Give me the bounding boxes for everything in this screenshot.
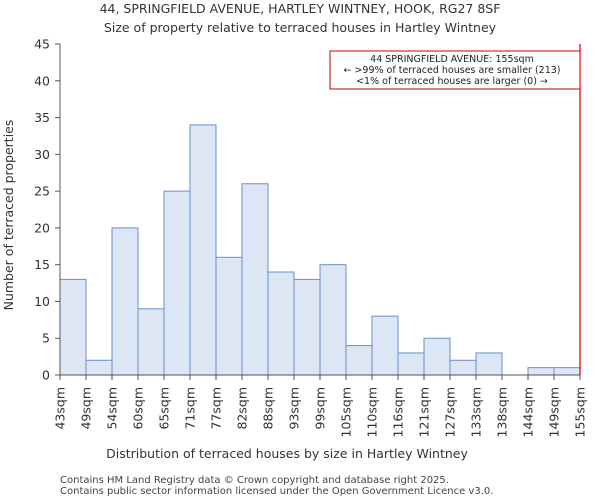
x-tick-label: 88sqm <box>261 387 276 430</box>
bar-54sqm <box>111 227 139 376</box>
y-tick-label: 45 <box>34 37 50 52</box>
x-tick-label: 155sqm <box>573 387 588 437</box>
x-tick-label: 149sqm <box>547 387 562 437</box>
bar-121sqm <box>423 337 451 376</box>
y-tick-label: 30 <box>34 147 50 162</box>
x-tick-label: 144sqm <box>521 387 536 437</box>
x-tick-label: 60sqm <box>131 387 146 430</box>
x-tick-label: 71sqm <box>183 387 198 430</box>
x-axis-title: Distribution of terraced houses by size … <box>106 446 468 461</box>
x-tick-label: 54sqm <box>105 387 120 430</box>
x-tick-label: 49sqm <box>79 387 94 430</box>
y-tick-label: 0 <box>42 368 50 383</box>
bar-65sqm <box>163 190 191 376</box>
bar-77sqm <box>215 256 243 376</box>
annotation-line-2: ← >99% of terraced houses are smaller (2… <box>343 65 560 76</box>
y-tick-label: 35 <box>34 110 50 125</box>
x-tick-label: 121sqm <box>417 387 432 437</box>
bar-116sqm <box>397 352 425 376</box>
y-axis-title: Number of terraced properties <box>1 120 16 311</box>
x-tick-label: 105sqm <box>339 387 354 437</box>
bar-88sqm <box>267 271 295 376</box>
annotation-line-1: 44 SPRINGFIELD AVENUE: 155sqm <box>370 54 534 65</box>
y-ticks-group: 0 5 10 15 20 25 30 35 40 45 <box>34 37 60 383</box>
bar-149sqm <box>553 367 581 376</box>
chart-title: 44, SPRINGFIELD AVENUE, HARTLEY WINTNEY,… <box>100 1 501 16</box>
bar-60sqm <box>137 308 165 376</box>
y-tick-label: 5 <box>42 331 50 346</box>
footer-line-2: Contains public sector information licen… <box>60 486 493 497</box>
bar-105sqm <box>345 345 373 376</box>
y-tick-label: 10 <box>34 294 50 309</box>
y-tick-label: 40 <box>34 73 50 88</box>
x-tick-label: 65sqm <box>157 387 172 430</box>
x-ticks-group: 43sqm 49sqm 54sqm 60sqm 65sqm 71sqm 77sqm 82sqm… <box>53 375 588 437</box>
bar-127sqm <box>449 359 477 376</box>
chart-subtitle: Size of property relative to terraced ho… <box>104 20 497 35</box>
bars-group <box>59 124 581 376</box>
bar-93sqm <box>293 278 321 376</box>
footer-line-1: Contains HM Land Registry data © Crown c… <box>60 475 449 486</box>
bar-133sqm <box>475 352 503 376</box>
bar-49sqm <box>85 359 113 376</box>
x-tick-label: 138sqm <box>495 387 510 437</box>
bar-110sqm <box>371 315 399 376</box>
bar-82sqm <box>241 183 269 376</box>
x-tick-label: 77sqm <box>209 387 224 430</box>
x-tick-label: 116sqm <box>391 387 406 437</box>
y-tick-label: 25 <box>34 184 50 199</box>
x-tick-label: 93sqm <box>287 387 302 430</box>
bar-71sqm <box>189 124 217 376</box>
bar-43sqm <box>59 278 87 376</box>
x-tick-label: 133sqm <box>469 387 484 437</box>
y-tick-label: 20 <box>34 220 50 235</box>
annotation-box <box>329 50 581 90</box>
x-tick-label: 127sqm <box>443 387 458 437</box>
x-tick-label: 110sqm <box>365 387 380 437</box>
annotation-line-3: <1% of terraced houses are larger (0) → <box>356 76 548 87</box>
bar-99sqm <box>319 264 347 376</box>
y-tick-label: 15 <box>34 257 50 272</box>
x-tick-label: 99sqm <box>313 387 328 430</box>
x-tick-label: 43sqm <box>53 387 68 430</box>
x-tick-label: 82sqm <box>235 387 250 430</box>
bar-144sqm <box>527 367 555 376</box>
